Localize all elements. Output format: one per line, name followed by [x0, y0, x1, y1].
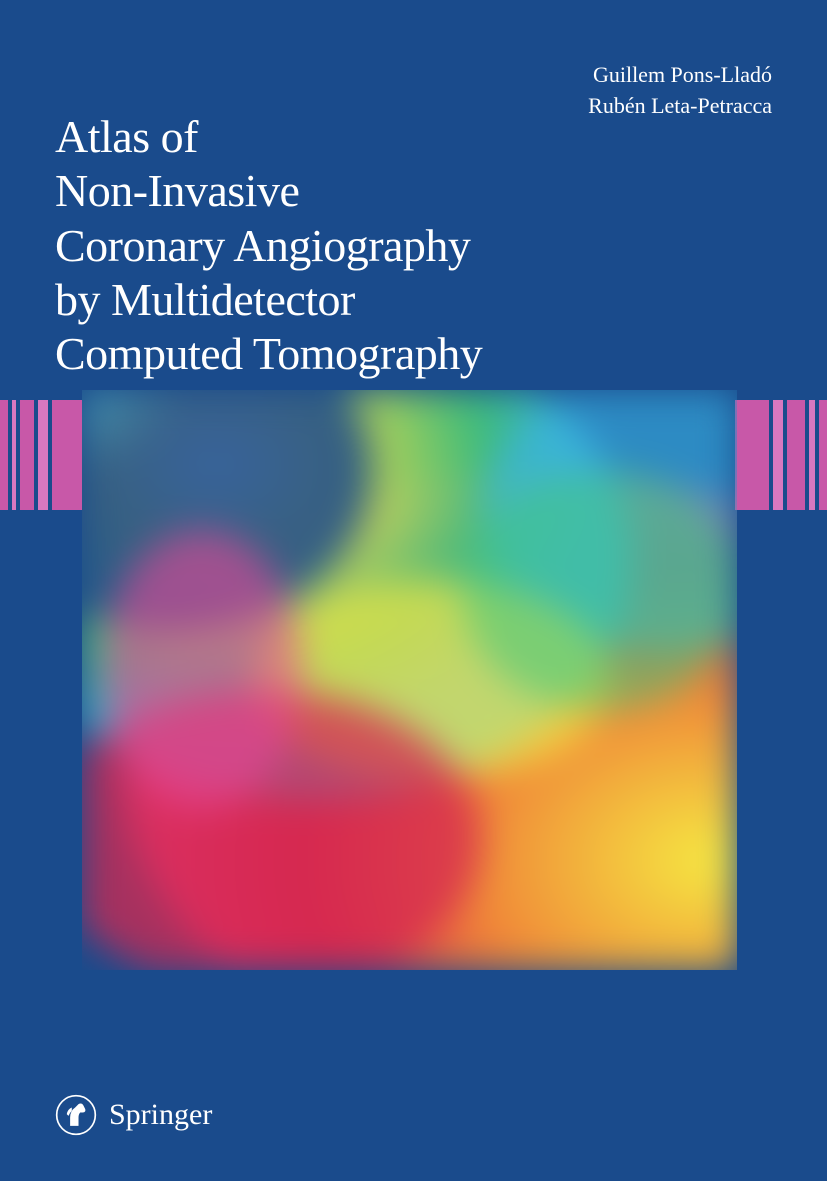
book-title: Atlas of Non-Invasive Coronary Angiograp…	[55, 110, 482, 381]
title-line: Atlas of	[55, 110, 482, 164]
title-line: by Multidetector	[55, 273, 482, 327]
author-line: Rubén Leta-Petracca	[588, 91, 772, 122]
publisher-block: Springer	[55, 1094, 212, 1136]
stripe-bar	[819, 400, 827, 510]
authors-block: Guillem Pons-Lladó Rubén Leta-Petracca	[588, 60, 772, 122]
stripe-bar	[0, 400, 8, 510]
stripe-bar	[38, 400, 48, 510]
springer-horse-icon	[55, 1094, 97, 1136]
stripe-bar	[787, 400, 805, 510]
stripe-bar	[735, 400, 769, 510]
title-line: Computed Tomography	[55, 327, 482, 381]
stripe-bar	[773, 400, 783, 510]
stripe-bar	[20, 400, 34, 510]
cover-artwork	[82, 390, 737, 970]
publisher-name: Springer	[109, 1098, 212, 1132]
title-line: Non-Invasive	[55, 164, 482, 218]
stripe-bar	[52, 400, 82, 510]
author-line: Guillem Pons-Lladó	[588, 60, 772, 91]
stripe-bar	[809, 400, 815, 510]
title-line: Coronary Angiography	[55, 219, 482, 273]
stripe-bar	[12, 400, 16, 510]
